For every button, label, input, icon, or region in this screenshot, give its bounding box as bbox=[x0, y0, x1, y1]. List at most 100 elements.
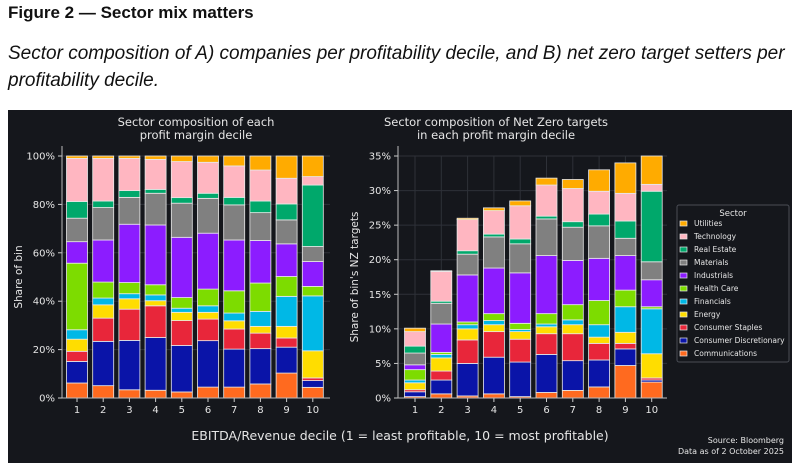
x-tick-label: 4 bbox=[491, 405, 497, 416]
bar-segment-energy bbox=[66, 338, 88, 352]
x-tick-label: 6 bbox=[543, 405, 549, 416]
legend-label: Communications bbox=[694, 349, 757, 358]
bar-segment-industrials bbox=[640, 279, 663, 308]
bar-segment-materials bbox=[66, 217, 88, 243]
bar-segment-technology bbox=[535, 184, 558, 217]
bar-segment-real-estate bbox=[301, 184, 324, 247]
bar-segment-consumer-discretionary bbox=[456, 363, 479, 397]
x-tick-label: 10 bbox=[306, 405, 319, 416]
bar-segment-real-estate bbox=[118, 190, 141, 198]
bar-segment-materials bbox=[456, 253, 479, 276]
legend-swatch bbox=[679, 298, 688, 305]
bar-segment-consumer-discretionary bbox=[118, 340, 141, 391]
bar-segment-technology bbox=[430, 271, 453, 302]
bar-segment-consumer-staples bbox=[144, 305, 167, 338]
bar-segment-consumer-discretionary bbox=[275, 346, 298, 374]
legend-label: Industrials bbox=[694, 271, 733, 280]
bar-segment-communications bbox=[92, 385, 115, 399]
figure-title: Figure 2 — Sector mix matters bbox=[8, 3, 254, 22]
x-axis-label: EBITDA/Revenue decile (1 = least profita… bbox=[191, 428, 608, 443]
bar-segment-materials bbox=[561, 226, 584, 261]
bar-segment-real-estate bbox=[456, 250, 479, 255]
bar-segment-energy bbox=[249, 325, 272, 334]
legend-swatch bbox=[679, 324, 688, 331]
bar-segment-energy bbox=[588, 336, 610, 344]
bar-segment-consumer-staples bbox=[223, 328, 246, 350]
bar-segment-consumer-discretionary bbox=[614, 348, 637, 366]
bar-segment-utilities bbox=[509, 200, 532, 207]
bar-segment-materials bbox=[118, 196, 141, 225]
bar-segment-communications bbox=[301, 386, 324, 399]
bar-segment-utilities bbox=[640, 155, 663, 185]
bar-segment-consumer-discretionary bbox=[92, 340, 115, 387]
bar-segment-financials bbox=[144, 294, 167, 302]
legend-swatch bbox=[679, 350, 688, 357]
bar-segment-health-care bbox=[118, 282, 141, 295]
bar-segment-technology bbox=[197, 161, 219, 194]
legend-swatch bbox=[679, 272, 688, 279]
bar-segment-industrials bbox=[301, 261, 324, 287]
y-tick-label: 35% bbox=[369, 152, 391, 163]
bar-segment-consumer-staples bbox=[456, 339, 479, 364]
bar-segment-consumer-staples bbox=[430, 370, 453, 381]
bar-segment-energy bbox=[535, 326, 558, 335]
bar-segment-industrials bbox=[588, 257, 610, 301]
bar-segment-consumer-staples bbox=[66, 350, 88, 362]
bar-segment-technology bbox=[640, 183, 663, 192]
bar-segment-technology bbox=[144, 158, 167, 190]
bar-segment-real-estate bbox=[66, 201, 88, 219]
bar-segment-health-care bbox=[535, 313, 558, 325]
bar-segment-consumer-discretionary bbox=[249, 348, 272, 385]
legend-label: Energy bbox=[694, 310, 721, 319]
bar-segment-consumer-discretionary bbox=[170, 345, 193, 393]
bar-segment-communications bbox=[614, 365, 637, 399]
y-tick-label: 80% bbox=[33, 200, 55, 211]
bar-segment-financials bbox=[430, 354, 453, 359]
bar-segment-energy bbox=[118, 298, 141, 310]
x-tick-label: 2 bbox=[438, 405, 444, 416]
bar-segment-utilities bbox=[66, 155, 88, 159]
bar-segment-health-care bbox=[301, 286, 324, 297]
bar-segment-industrials bbox=[509, 272, 532, 324]
bar-segment-utilities bbox=[588, 169, 610, 192]
bar-segment-industrials bbox=[223, 239, 246, 292]
bar-segment-technology bbox=[456, 219, 479, 252]
x-tick-label: 1 bbox=[412, 405, 418, 416]
bar-segment-communications bbox=[561, 389, 584, 399]
bar-segment-industrials bbox=[482, 267, 505, 315]
bar-segment-financials bbox=[404, 379, 426, 384]
bar-segment-materials bbox=[614, 237, 637, 256]
bar-segment-energy bbox=[404, 382, 426, 391]
chart-title: Sector composition of each bbox=[118, 115, 275, 129]
bar-segment-energy bbox=[197, 311, 219, 320]
bar-segment-materials bbox=[223, 204, 246, 241]
bar-segment-consumer-discretionary bbox=[561, 360, 584, 391]
bar-segment-real-estate bbox=[170, 197, 193, 204]
bar-segment-industrials bbox=[614, 255, 637, 291]
bar-segment-materials bbox=[301, 246, 324, 262]
bar-segment-real-estate bbox=[92, 200, 115, 208]
bar-segment-industrials bbox=[561, 260, 584, 306]
x-tick-label: 5 bbox=[179, 405, 185, 416]
bar-segment-health-care bbox=[509, 322, 532, 330]
legend-swatch bbox=[679, 311, 688, 318]
bar-segment-real-estate bbox=[588, 213, 610, 227]
bar-segment-materials bbox=[92, 207, 115, 241]
bar-segment-health-care bbox=[614, 289, 637, 308]
bar-segment-financials bbox=[482, 320, 505, 326]
legend-label: Real Estate bbox=[694, 245, 737, 254]
bar-segment-utilities bbox=[275, 155, 298, 179]
bar-segment-industrials bbox=[92, 239, 115, 283]
chart-title: profit margin decile bbox=[140, 128, 253, 142]
bar-segment-financials bbox=[197, 305, 219, 313]
bar-segment-utilities bbox=[92, 155, 115, 159]
y-tick-label: 0% bbox=[375, 394, 391, 405]
x-tick-label: 4 bbox=[152, 405, 158, 416]
y-tick-label: 20% bbox=[33, 345, 55, 356]
bar-segment-utilities bbox=[482, 207, 505, 212]
bar-segment-consumer-discretionary bbox=[197, 340, 219, 388]
y-tick-label: 40% bbox=[33, 297, 55, 308]
bar-segment-financials bbox=[640, 308, 663, 355]
bar-segment-financials bbox=[66, 329, 88, 340]
bar-segment-technology bbox=[118, 158, 141, 192]
